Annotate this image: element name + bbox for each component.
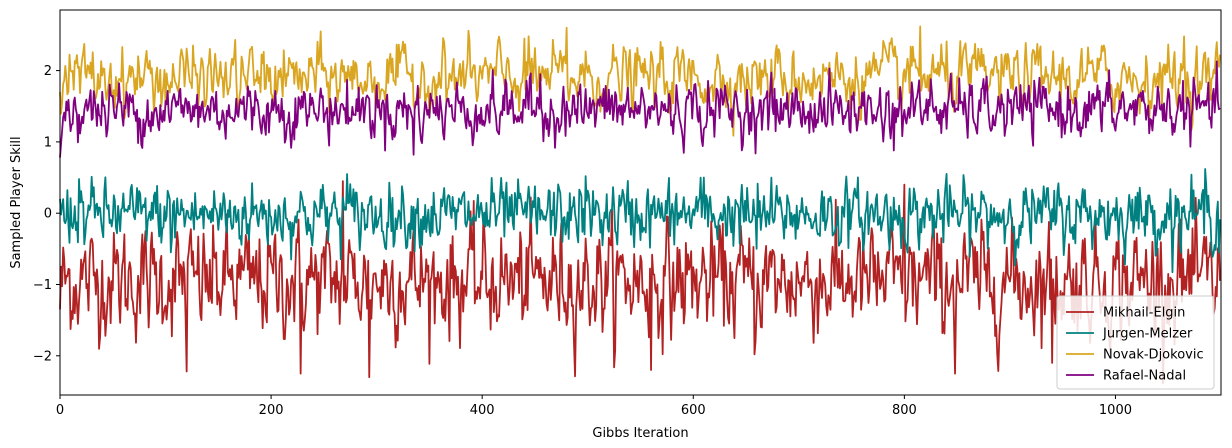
legend-box <box>1056 295 1215 390</box>
x-axis-title: Gibbs Iteration <box>592 426 688 441</box>
x-tick-label: 200 <box>259 403 284 418</box>
series-line-novak-djokovic <box>59 25 1221 137</box>
y-tick-label: −1 <box>33 278 52 293</box>
x-tick-label: 1000 <box>1099 403 1132 418</box>
legend-label: Rafael-Nadal <box>1103 369 1186 384</box>
y-axis: −2 −1 0 1 2 <box>33 64 60 364</box>
x-tick-label: 400 <box>470 403 495 418</box>
x-tick-label: 0 <box>56 403 64 418</box>
y-tick-label: 2 <box>44 64 52 79</box>
legend-label: Mikhail-Elgin <box>1103 306 1185 321</box>
legend: Mikhail-Elgin Jurgen-Melzer Novak-Djokovic… <box>1056 295 1215 390</box>
x-axis: 0 200 400 600 800 1000 <box>56 395 1132 418</box>
series-line-rafael-nadal <box>59 60 1221 158</box>
plot-frame <box>59 9 1222 396</box>
series-line-jurgen-melzer <box>59 168 1221 274</box>
y-tick-label: −2 <box>33 349 52 364</box>
y-axis-title: Sampled Player Skill <box>9 136 24 268</box>
x-tick-label: 800 <box>892 403 917 418</box>
y-tick-label: 1 <box>44 135 52 150</box>
series-layer <box>59 25 1221 385</box>
y-tick-label: 0 <box>44 207 52 222</box>
legend-label: Novak-Djokovic <box>1103 348 1204 363</box>
x-tick-label: 600 <box>681 403 706 418</box>
legend-label: Jurgen-Melzer <box>1102 327 1193 342</box>
series-line-mikhail-elgin <box>59 180 1221 385</box>
